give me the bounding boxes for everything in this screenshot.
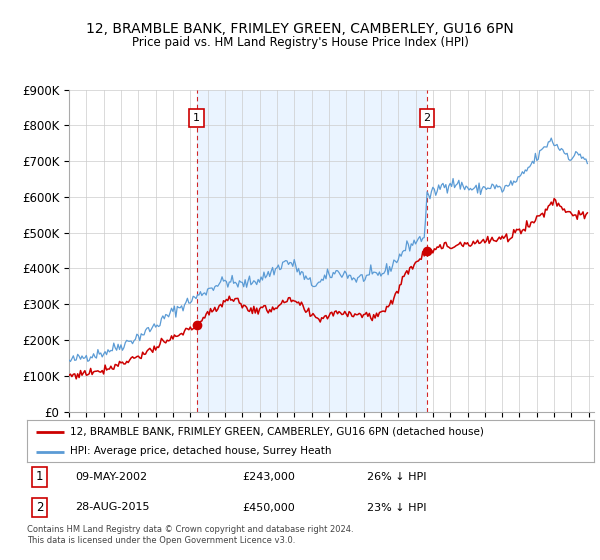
Text: 1: 1 (193, 113, 200, 123)
Text: 12, BRAMBLE BANK, FRIMLEY GREEN, CAMBERLEY, GU16 6PN: 12, BRAMBLE BANK, FRIMLEY GREEN, CAMBERL… (86, 22, 514, 36)
Text: 09-MAY-2002: 09-MAY-2002 (75, 472, 148, 482)
Text: HPI: Average price, detached house, Surrey Heath: HPI: Average price, detached house, Surr… (70, 446, 331, 456)
Text: 1: 1 (36, 470, 43, 483)
Bar (197, 90, 427, 412)
Text: £450,000: £450,000 (242, 502, 295, 512)
Text: £243,000: £243,000 (242, 472, 295, 482)
Text: 23% ↓ HPI: 23% ↓ HPI (367, 502, 427, 512)
Text: 26% ↓ HPI: 26% ↓ HPI (367, 472, 427, 482)
Text: 2: 2 (36, 501, 43, 514)
Text: 12, BRAMBLE BANK, FRIMLEY GREEN, CAMBERLEY, GU16 6PN (detached house): 12, BRAMBLE BANK, FRIMLEY GREEN, CAMBERL… (70, 427, 484, 437)
Text: 2: 2 (424, 113, 431, 123)
Text: Contains HM Land Registry data © Crown copyright and database right 2024.
This d: Contains HM Land Registry data © Crown c… (27, 525, 353, 545)
Text: Price paid vs. HM Land Registry's House Price Index (HPI): Price paid vs. HM Land Registry's House … (131, 36, 469, 49)
Text: 28-AUG-2015: 28-AUG-2015 (75, 502, 149, 512)
